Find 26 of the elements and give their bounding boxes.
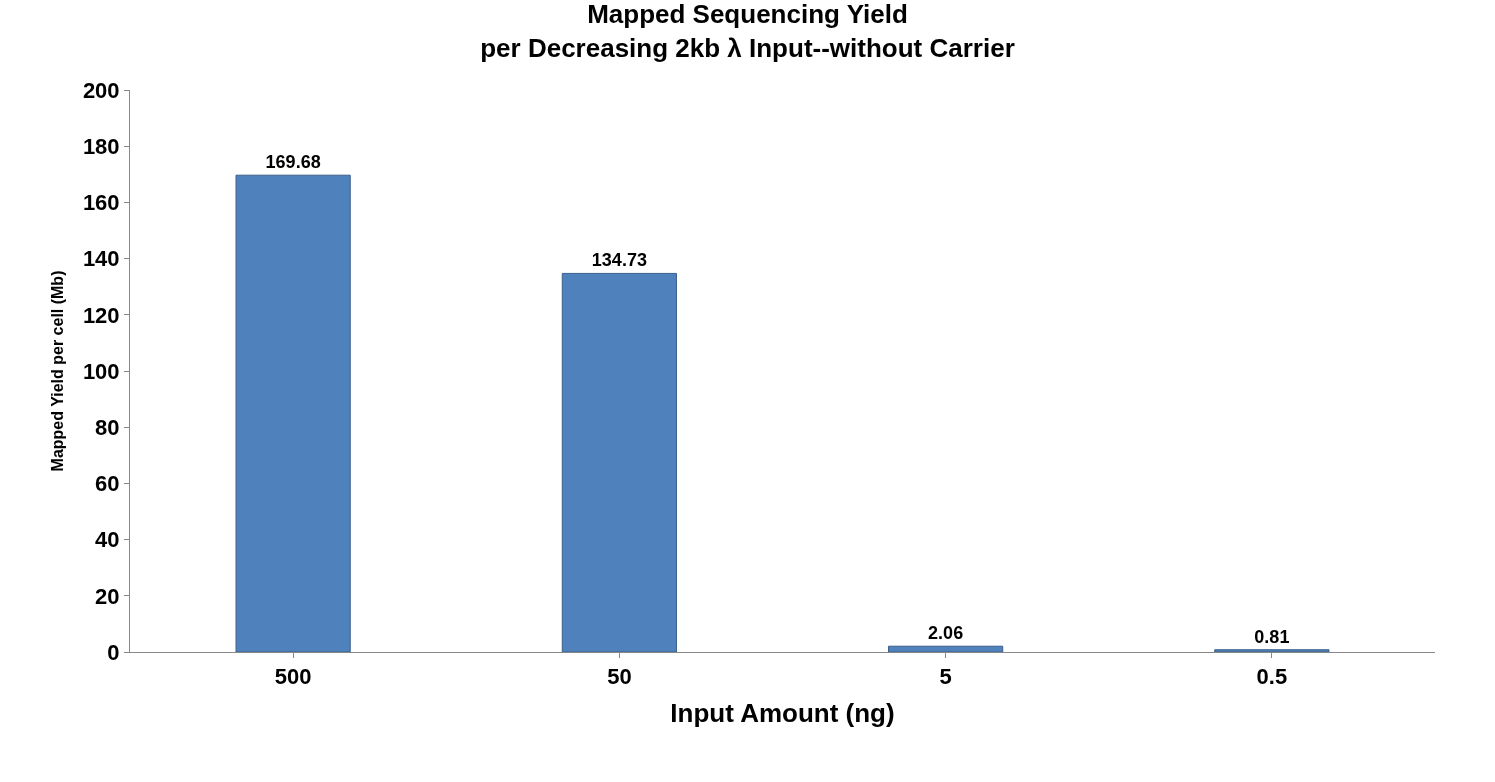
y-tick-label: 100 <box>82 358 120 384</box>
y-tick-label: 80 <box>95 414 120 440</box>
x-tick-label: 0.5 <box>1256 664 1288 690</box>
y-tick-label: 60 <box>95 471 120 497</box>
y-axis-title: Mapped Yield per cell (Mb) <box>48 270 66 472</box>
data-label: 134.73 <box>591 250 647 271</box>
y-tick-label: 160 <box>82 190 120 216</box>
chart-title: Mapped Sequencing Yield per Decreasing 2kb λ Input--without Carrier <box>480 0 1015 64</box>
y-tick-label: 200 <box>82 77 120 103</box>
x-tick-label: 5 <box>939 664 952 690</box>
x-tick-label: 500 <box>274 664 312 690</box>
y-tick-label: 180 <box>82 133 120 159</box>
y-tick-label: 140 <box>82 246 120 272</box>
data-label: 0.81 <box>1254 626 1290 647</box>
bar <box>235 174 351 652</box>
bar <box>888 645 1004 652</box>
bar <box>1214 649 1330 652</box>
bar <box>561 272 677 652</box>
y-tick-label: 40 <box>95 527 120 553</box>
y-tick-label: 0 <box>107 639 120 665</box>
data-label: 169.68 <box>265 152 321 173</box>
x-axis-title: Input Amount (ng) <box>670 698 895 729</box>
data-label: 2.06 <box>928 623 964 644</box>
y-tick-label: 20 <box>95 583 120 609</box>
x-tick-label: 50 <box>607 664 632 690</box>
y-tick-label: 120 <box>82 302 120 328</box>
